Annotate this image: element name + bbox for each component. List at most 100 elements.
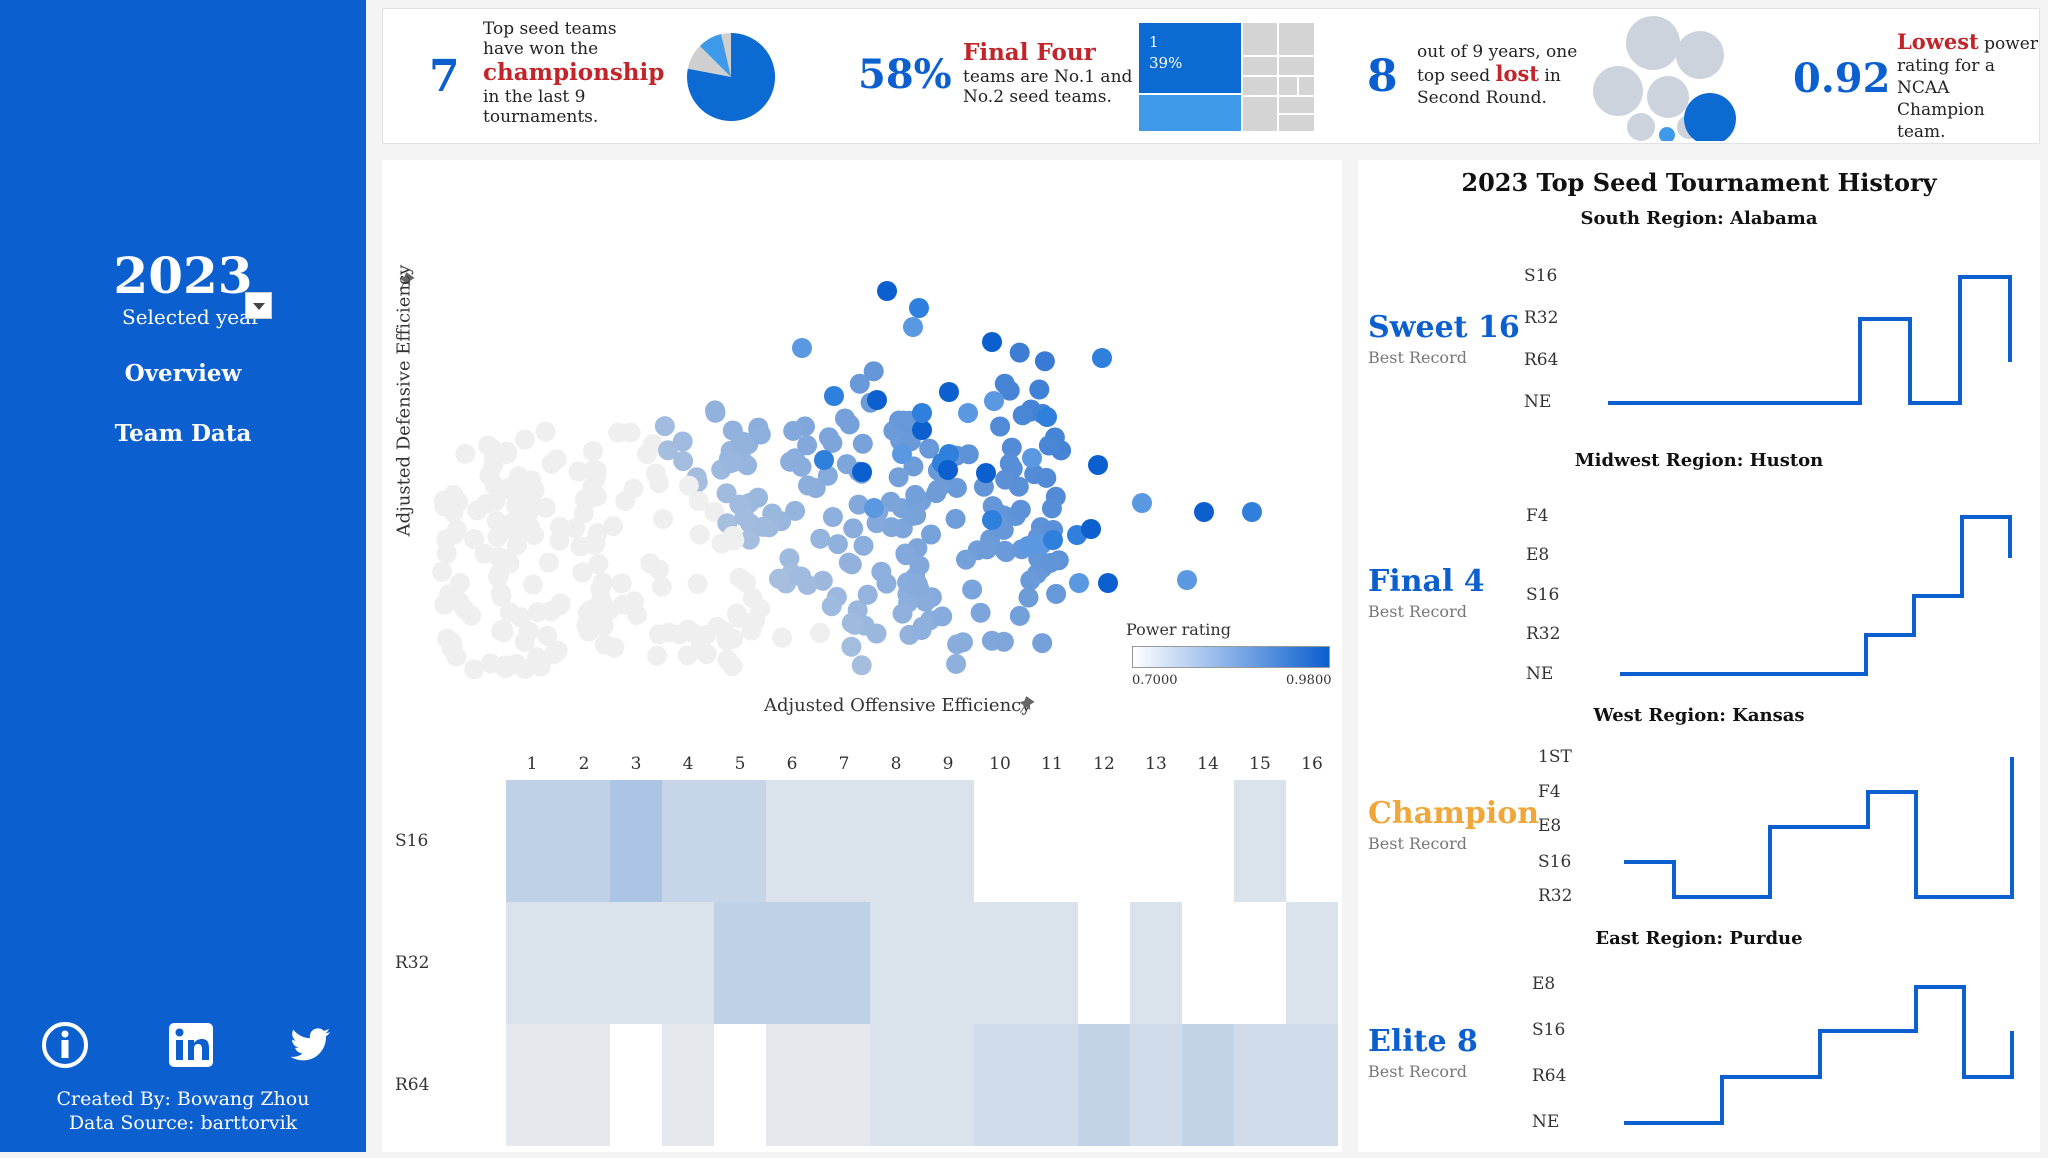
scatter-point: [732, 435, 753, 456]
heatmap-cell: [870, 1024, 922, 1146]
scatter-point: [524, 480, 545, 501]
scatter-point: [866, 513, 887, 534]
level-tick: F4: [1538, 782, 1561, 802]
heatmap-column-label: 11: [1041, 754, 1063, 774]
heatmap-row-label: R64: [395, 1075, 430, 1095]
heatmap-cell: [1286, 780, 1338, 902]
heatmap-cell: [1130, 902, 1182, 1024]
scatter-point: [1009, 605, 1030, 626]
level-tick: E8: [1526, 545, 1550, 565]
kpi-power-text: Lowest power rating for a NCAA Champion …: [1897, 29, 2038, 143]
scatter-point: [1029, 379, 1050, 400]
scatter-point: [892, 444, 912, 464]
heatmap-cell: [610, 902, 662, 1024]
scatter-point: [474, 543, 495, 564]
scatter-point: [491, 586, 512, 607]
scatter-point: [958, 403, 978, 423]
best-record-sub: Best Record: [1368, 1062, 1467, 1081]
scatter-point: [946, 653, 967, 674]
scatter-point: [783, 420, 804, 441]
scatter-point: [812, 570, 833, 591]
info-icon[interactable]: [40, 1020, 90, 1070]
scatter-point: [654, 416, 675, 437]
scatter-point: [476, 494, 497, 514]
scatter-point: [863, 361, 884, 382]
seed-heatmap[interactable]: [506, 780, 1338, 1146]
scatter-point: [871, 561, 892, 582]
efficiency-scatter-plot[interactable]: [382, 160, 1342, 720]
scatter-point: [1020, 570, 1041, 591]
scatter-point: [653, 509, 674, 529]
heatmap-cell: [506, 1024, 558, 1146]
heatmap-cell: [506, 780, 558, 902]
scatter-point: [919, 438, 940, 459]
heatmap-cell: [922, 780, 974, 902]
scatter-point: [489, 563, 510, 584]
nav-team-data[interactable]: Team Data: [114, 420, 252, 447]
heatmap-column-label: 1: [526, 754, 538, 774]
heatmap-row-label: S16: [395, 831, 429, 851]
scatter-point: [728, 607, 749, 628]
heatmap-cell: [1182, 902, 1234, 1024]
pin-icon[interactable]: [394, 270, 416, 292]
scatter-point: [1022, 448, 1042, 468]
best-record-sub: Best Record: [1368, 602, 1467, 621]
scatter-point: [608, 422, 628, 443]
scatter-point: [888, 467, 909, 488]
heatmap-column-label: 10: [989, 754, 1011, 774]
heatmap-cell: [1234, 902, 1286, 1024]
scatter-point: [455, 443, 476, 464]
scatter-point: [483, 444, 504, 465]
scatter-point: [938, 460, 958, 480]
scatter-point: [565, 518, 586, 539]
scatter-point: [695, 625, 716, 645]
scatter-point: [535, 421, 556, 442]
kpi-power-value: 0.92: [1793, 55, 1891, 102]
nav-overview[interactable]: Overview: [124, 360, 242, 387]
best-record-south: Sweet 16: [1368, 310, 1520, 345]
data-source-text: Data Source: barttorvik: [68, 1112, 298, 1134]
heatmap-cell: [870, 902, 922, 1024]
scatter-point: [852, 433, 873, 454]
heatmap-cell: [662, 902, 714, 1024]
heatmap-cell: [714, 780, 766, 902]
scatter-point: [1069, 573, 1089, 593]
heatmap-cell: [818, 1024, 870, 1146]
scatter-point: [990, 416, 1011, 437]
linkedin-icon[interactable]: [166, 1020, 216, 1070]
selected-year-value: 2023: [113, 246, 253, 305]
heatmap-column-label: 16: [1301, 754, 1323, 774]
scatter-point: [976, 539, 997, 560]
scatter-point: [724, 530, 745, 551]
kpi-strip: 7 Top seed teams have won the championsh…: [382, 8, 2040, 144]
heatmap-cell: [714, 1024, 766, 1146]
heatmap-cell: [1026, 780, 1078, 902]
pin-icon[interactable]: [1014, 694, 1036, 716]
heatmap-column-label: 6: [786, 754, 798, 774]
twitter-icon[interactable]: [286, 1020, 336, 1070]
year-dropdown-button[interactable]: [245, 292, 272, 319]
best-record-sub: Best Record: [1368, 834, 1467, 853]
level-tick: E8: [1532, 974, 1556, 994]
scatter-point: [1037, 407, 1057, 427]
scatter-point: [1046, 583, 1067, 604]
scatter-heatmap-panel: Adjusted Defensive Efficiency Adjusted O…: [382, 160, 1342, 1152]
scatter-point: [824, 386, 844, 406]
scatter-point: [827, 534, 848, 555]
heatmap-column-label: 7: [838, 754, 850, 774]
scatter-point: [1040, 552, 1061, 573]
scatter-point: [688, 491, 709, 512]
scatter-point: [527, 647, 547, 668]
scatter-point: [1177, 570, 1197, 590]
scatter-point: [956, 549, 976, 570]
scatter-point: [849, 373, 870, 394]
scatter-point: [722, 656, 743, 677]
caret-down-icon: [253, 303, 265, 310]
scatter-point: [584, 534, 605, 555]
scatter-point: [572, 562, 593, 583]
heatmap-row-label: R32: [395, 953, 430, 973]
scatter-point: [588, 554, 609, 575]
scatter-point: [893, 410, 914, 431]
scatter-point: [717, 630, 737, 651]
best-record-sub: Best Record: [1368, 348, 1467, 367]
